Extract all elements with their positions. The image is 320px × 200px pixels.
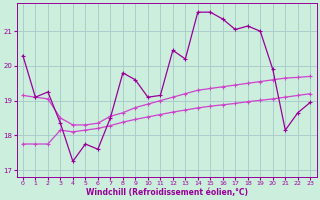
X-axis label: Windchill (Refroidissement éolien,°C): Windchill (Refroidissement éolien,°C) [85,188,248,197]
